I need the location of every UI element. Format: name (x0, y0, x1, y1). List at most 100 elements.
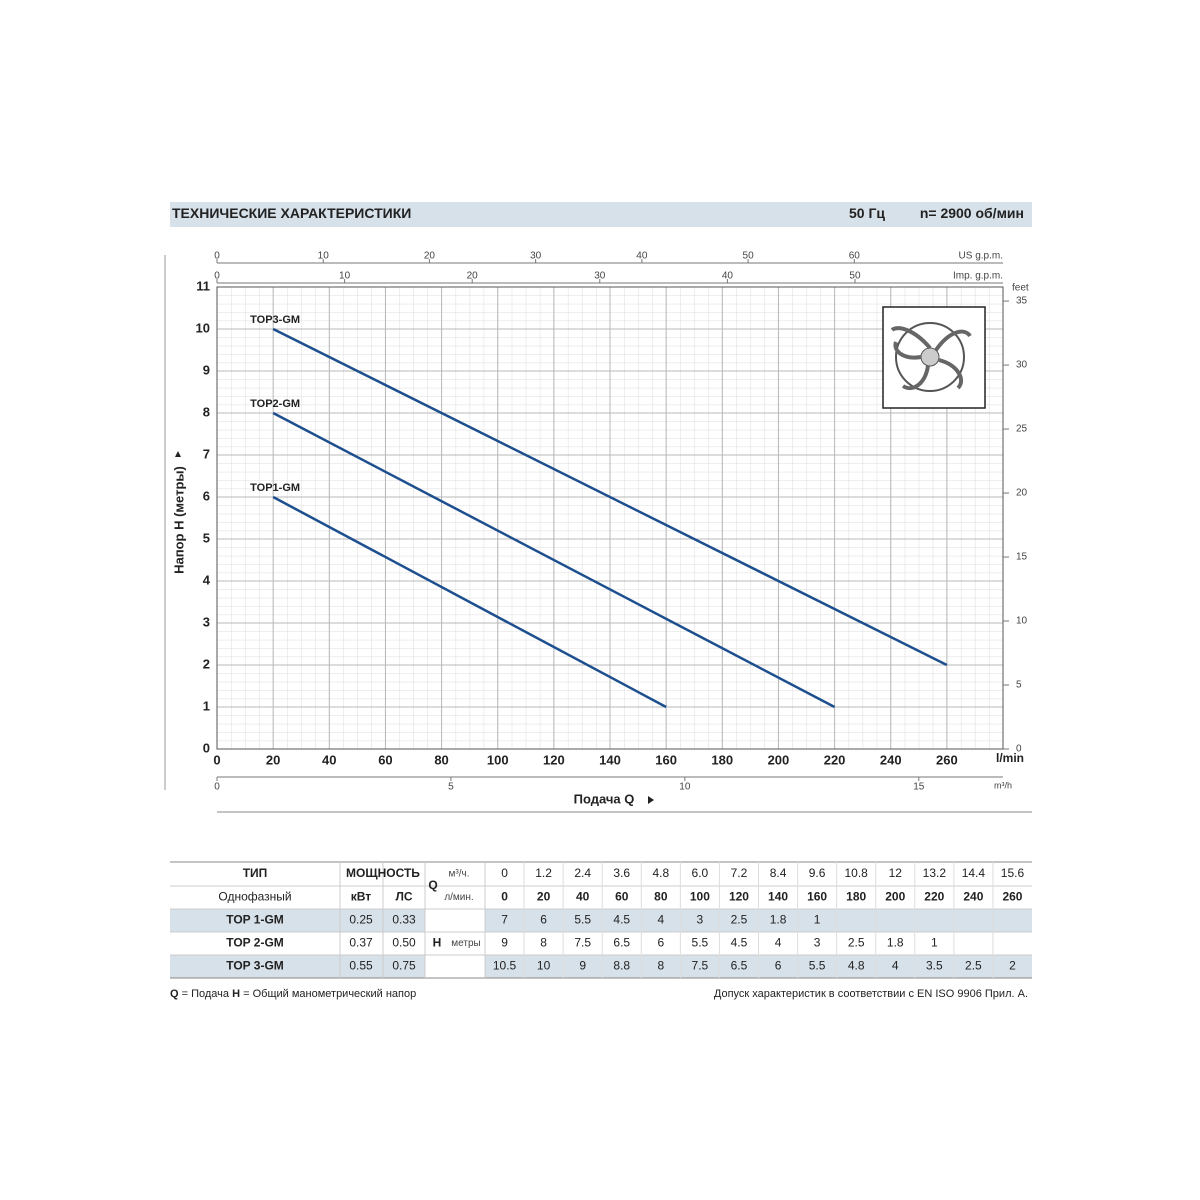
cell-m3h: 15.6 (1001, 866, 1025, 880)
y-tick-label: 2 (203, 656, 210, 671)
x-tick-label: 220 (824, 752, 846, 767)
cell-head: 7.5 (574, 936, 591, 950)
tick-label: 30 (1016, 360, 1028, 371)
axis-unit: US g.p.m. (959, 251, 1003, 262)
cell-head: 3.5 (926, 959, 943, 973)
cell-m3h: 8.4 (770, 866, 787, 880)
cell-lpm: 180 (846, 890, 866, 904)
x-tick-label: 100 (487, 752, 509, 767)
footer-right: Допуск характеристик в соответствии с EN… (714, 988, 1028, 1000)
tick-label: 0 (214, 782, 220, 793)
cell-head: 4 (892, 959, 899, 973)
cell-m3h: 7.2 (731, 866, 748, 880)
cell-lpm: 100 (690, 890, 710, 904)
cell-head: 10 (537, 959, 551, 973)
y-tick-label: 1 (203, 698, 210, 713)
cell-hp: 0.33 (392, 913, 416, 927)
tick-label: 50 (743, 251, 755, 262)
tick-label: 0 (1016, 744, 1022, 755)
tick-label: 10 (1016, 616, 1028, 627)
cell-head: 6.5 (731, 959, 748, 973)
cell-m3h: 6.0 (692, 866, 709, 880)
y-tick-label: 3 (203, 614, 210, 629)
y-tick-label: 5 (203, 530, 210, 545)
tick-label: 10 (679, 782, 691, 793)
tick-label: 0 (214, 271, 220, 282)
impeller-icon (882, 306, 986, 409)
y-tick-label: 0 (203, 740, 210, 755)
axis-unit: m³/h (994, 780, 1012, 790)
cell-head: 4 (657, 913, 664, 927)
y-tick-label: 8 (203, 404, 210, 419)
th-q: Q (428, 878, 437, 892)
cell-head: 1.8 (887, 936, 904, 950)
x-arrow (648, 796, 654, 804)
plot-frame (216, 286, 1004, 750)
cell-head: 5.5 (574, 913, 591, 927)
cell-lpm: 240 (963, 890, 983, 904)
axis-unit: Imp. g.p.m. (953, 271, 1003, 282)
footer-q: Q (170, 988, 179, 1000)
cell-kw: 0.37 (349, 936, 373, 950)
cell-m3h: 1.2 (535, 866, 552, 880)
cell-head: 9 (501, 936, 508, 950)
cell-m3h: 12 (889, 866, 903, 880)
cell-head: 5.5 (692, 936, 709, 950)
th-lpm: л/мин. (444, 892, 473, 903)
tick-label: 10 (339, 271, 351, 282)
cell-head: 3 (814, 936, 821, 950)
cell-lpm: 260 (1002, 890, 1022, 904)
cell-lpm: 220 (924, 890, 944, 904)
cell-head: 4.5 (613, 913, 630, 927)
cell-head: 4.8 (848, 959, 865, 973)
x-tick-label: 0 (213, 752, 220, 767)
x-tick-label: 140 (599, 752, 621, 767)
curve (272, 411, 836, 709)
cell-lpm: 160 (807, 890, 827, 904)
cell-head: 7.5 (692, 959, 709, 973)
y-arrow (175, 451, 181, 457)
x-tick-label: 40 (322, 752, 336, 767)
cell-lpm: 20 (537, 890, 551, 904)
cell-lpm: 0 (501, 890, 508, 904)
curve-label: TOP3-GM (250, 314, 300, 326)
cell-hp: 0.75 (392, 959, 416, 973)
cell-m3h: 14.4 (962, 866, 986, 880)
cell-head: 6.5 (613, 936, 630, 950)
tick-label: 40 (722, 271, 734, 282)
cell-lpm: 140 (768, 890, 788, 904)
curve (272, 495, 667, 709)
cell-hp: 0.50 (392, 936, 416, 950)
cell-model: TOP 1-GM (226, 913, 284, 927)
x-tick-label: 160 (655, 752, 677, 767)
x-tick-label: 200 (768, 752, 790, 767)
cell-lpm: 200 (885, 890, 905, 904)
th-power: МОЩНОСТЬ (346, 866, 420, 880)
cell-m3h: 2.4 (574, 866, 591, 880)
cell-kw: 0.25 (349, 913, 373, 927)
cell-head: 1 (814, 913, 821, 927)
tick-label: 50 (849, 271, 861, 282)
axis-unit: feet (1012, 283, 1029, 294)
header-frequency: 50 Гц (849, 205, 885, 221)
cell-head: 2.5 (848, 936, 865, 950)
tick-label: 0 (214, 251, 220, 262)
x-tick-label: 60 (378, 752, 392, 767)
th-h-unit: метры (451, 938, 480, 949)
cell-m3h: 13.2 (923, 866, 947, 880)
tick-label: 35 (1016, 296, 1028, 307)
cell-kw: 0.55 (349, 959, 373, 973)
cell-head: 4 (775, 936, 782, 950)
x-tick-label: 120 (543, 752, 565, 767)
th-kw: кВт (351, 890, 372, 904)
th-m3h: м³/ч. (449, 869, 470, 880)
data-table: ТИП Однофазный МОЩНОСТЬ кВт ЛС Qм³/ч. л/мин. H м… (170, 861, 1032, 979)
x-unit: l/min (996, 751, 1024, 765)
x-axis-title: Подача Q (574, 791, 635, 806)
cell-head: 7 (501, 913, 508, 927)
footer-q-text: = Подача (182, 988, 230, 1000)
curve (272, 327, 948, 667)
y-tick-label: 6 (203, 488, 210, 503)
x-tick-label: 80 (434, 752, 448, 767)
